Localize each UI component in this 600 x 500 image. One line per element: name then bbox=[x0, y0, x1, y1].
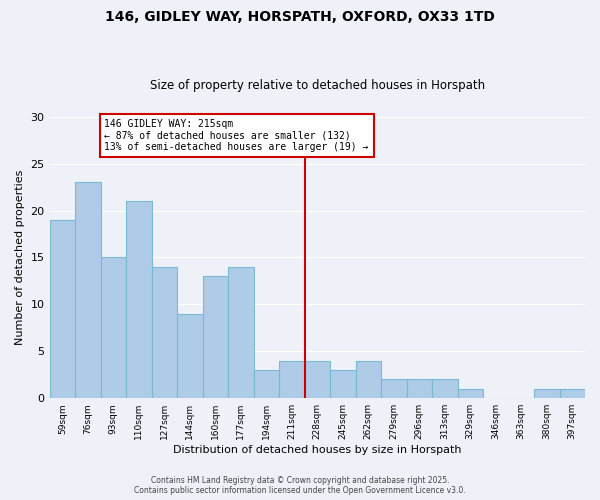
Bar bbox=[75, 182, 101, 398]
Title: Size of property relative to detached houses in Horspath: Size of property relative to detached ho… bbox=[150, 79, 485, 92]
Bar bbox=[432, 380, 458, 398]
Bar bbox=[458, 389, 483, 398]
Text: Contains HM Land Registry data © Crown copyright and database right 2025.
Contai: Contains HM Land Registry data © Crown c… bbox=[134, 476, 466, 495]
Bar bbox=[560, 389, 585, 398]
Bar bbox=[356, 360, 381, 398]
X-axis label: Distribution of detached houses by size in Horspath: Distribution of detached houses by size … bbox=[173, 445, 461, 455]
Bar bbox=[534, 389, 560, 398]
Bar bbox=[407, 380, 432, 398]
Bar bbox=[152, 267, 177, 398]
Bar bbox=[126, 201, 152, 398]
Bar bbox=[279, 360, 305, 398]
Bar bbox=[330, 370, 356, 398]
Y-axis label: Number of detached properties: Number of detached properties bbox=[15, 170, 25, 345]
Bar bbox=[177, 314, 203, 398]
Bar bbox=[305, 360, 330, 398]
Bar bbox=[381, 380, 407, 398]
Bar bbox=[254, 370, 279, 398]
Bar bbox=[50, 220, 75, 398]
Text: 146 GIDLEY WAY: 215sqm
← 87% of detached houses are smaller (132)
13% of semi-de: 146 GIDLEY WAY: 215sqm ← 87% of detached… bbox=[104, 118, 369, 152]
Bar bbox=[228, 267, 254, 398]
Bar bbox=[101, 258, 126, 398]
Bar bbox=[203, 276, 228, 398]
Text: 146, GIDLEY WAY, HORSPATH, OXFORD, OX33 1TD: 146, GIDLEY WAY, HORSPATH, OXFORD, OX33 … bbox=[105, 10, 495, 24]
